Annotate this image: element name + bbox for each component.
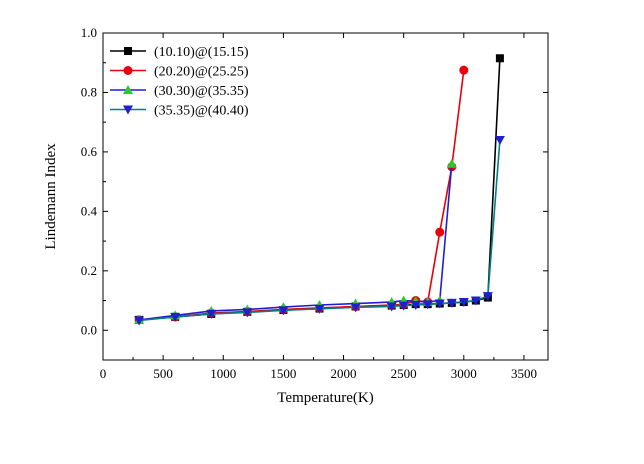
data-point — [386, 302, 397, 312]
data-point — [422, 300, 433, 310]
data-point — [170, 312, 181, 322]
axes: 0 500 1000 1500 2000 2500 3000 3500 0.0 0.2 0.4 0.6… — [81, 25, 549, 381]
legend-marker — [123, 66, 133, 75]
legend-label: (35.35)@(40.40) — [154, 104, 249, 119]
series-3 — [134, 158, 457, 324]
data-point — [314, 304, 325, 314]
y-tick-label: 0.4 — [81, 203, 98, 218]
x-tick-label: 3500 — [511, 366, 537, 381]
data-point — [278, 306, 289, 316]
data-point — [410, 301, 421, 311]
series-layer — [134, 54, 505, 326]
legend-entry: (20.20)@(25.25) — [110, 65, 249, 80]
data-point — [458, 298, 469, 308]
data-point — [495, 54, 504, 63]
data-point — [242, 308, 253, 318]
data-point — [350, 303, 361, 313]
y-tick-label: 0.6 — [81, 144, 98, 159]
legend-marker — [124, 47, 132, 55]
data-point — [470, 296, 481, 306]
legend-entry: (30.30)@(35.35) — [110, 84, 249, 99]
legend-label: (30.30)@(35.35) — [154, 84, 249, 99]
data-point — [494, 136, 505, 146]
data-point — [446, 158, 457, 168]
legend-label: (10.10)@(15.15) — [154, 45, 249, 60]
x-tick-label: 2000 — [331, 366, 357, 381]
x-tick-label: 0 — [100, 366, 107, 381]
plot-frame — [102, 32, 549, 361]
data-point — [206, 309, 217, 319]
data-point — [482, 292, 493, 302]
data-point — [398, 301, 409, 311]
series-4 — [134, 136, 505, 326]
x-tick-label: 2500 — [391, 366, 417, 381]
x-tick-label: 3000 — [451, 366, 477, 381]
x-tick-label: 500 — [153, 366, 173, 381]
y-tick-label: 0.8 — [81, 84, 97, 99]
y-tick-label: 0.0 — [81, 322, 97, 337]
data-point — [434, 299, 445, 309]
y-tick-label: 0.2 — [81, 263, 97, 278]
legend: (10.10)@(15.15) (20.20)@(25.25) (30.30)@(3… — [110, 45, 249, 119]
y-axis-title: Lindemann Index — [43, 143, 59, 250]
legend-entry: (35.35)@(40.40) — [110, 104, 249, 119]
x-tick-label: 1000 — [210, 366, 236, 381]
x-tick-label: 1500 — [270, 366, 296, 381]
y-tick-label: 1.0 — [81, 25, 97, 40]
legend-label: (20.20)@(25.25) — [154, 65, 249, 80]
data-point — [459, 65, 469, 75]
data-point — [446, 298, 457, 308]
legend-marker — [123, 105, 133, 115]
data-point — [134, 316, 145, 326]
x-axis-title: Temperature(K) — [277, 390, 373, 406]
series-line — [138, 163, 453, 321]
data-point — [435, 227, 445, 237]
legend-entry: (10.10)@(15.15) — [110, 45, 249, 60]
legend-marker — [123, 85, 133, 94]
series-line — [139, 70, 465, 321]
